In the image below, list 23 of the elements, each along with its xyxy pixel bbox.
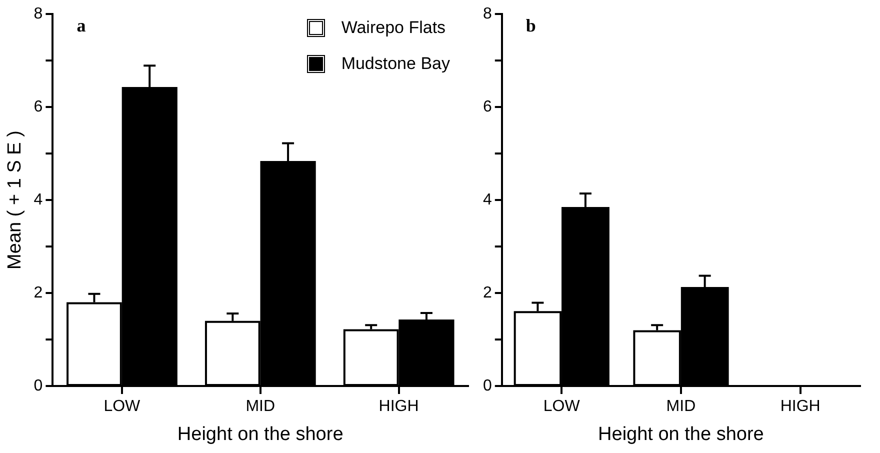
y-tick-label: 2 — [34, 284, 43, 302]
y-tick-label: 2 — [482, 284, 492, 302]
x-tick-label: LOW — [104, 398, 142, 416]
x-tick-label: MID — [666, 398, 696, 416]
x-tick-label: LOW — [543, 398, 581, 416]
y-tick-label: 4 — [34, 191, 43, 208]
x-axis-title: Height on the shore — [598, 424, 764, 445]
y-axis-title: Mean ( + 1 S E ) — [4, 130, 26, 270]
chart-title: b — [526, 16, 536, 36]
y-tick-label: 8 — [482, 5, 492, 22]
y-tick-label: 4 — [482, 191, 492, 208]
legend-label: Wairepo Flats — [341, 18, 446, 38]
chart-title: a — [76, 16, 86, 36]
y-tick-label: 6 — [34, 98, 43, 116]
legend-label: Mudstone Bay — [341, 54, 450, 74]
y-tick-label: 0 — [34, 377, 43, 394]
x-axis-title: Height on the shore — [177, 424, 344, 445]
y-tick-label: 8 — [34, 5, 43, 22]
x-tick-label: HIGH — [378, 398, 419, 416]
y-tick-label: 0 — [482, 377, 492, 394]
x-tick-label: MID — [246, 398, 276, 416]
x-tick-label: HIGH — [780, 398, 820, 416]
y-tick-label: 6 — [482, 98, 492, 116]
